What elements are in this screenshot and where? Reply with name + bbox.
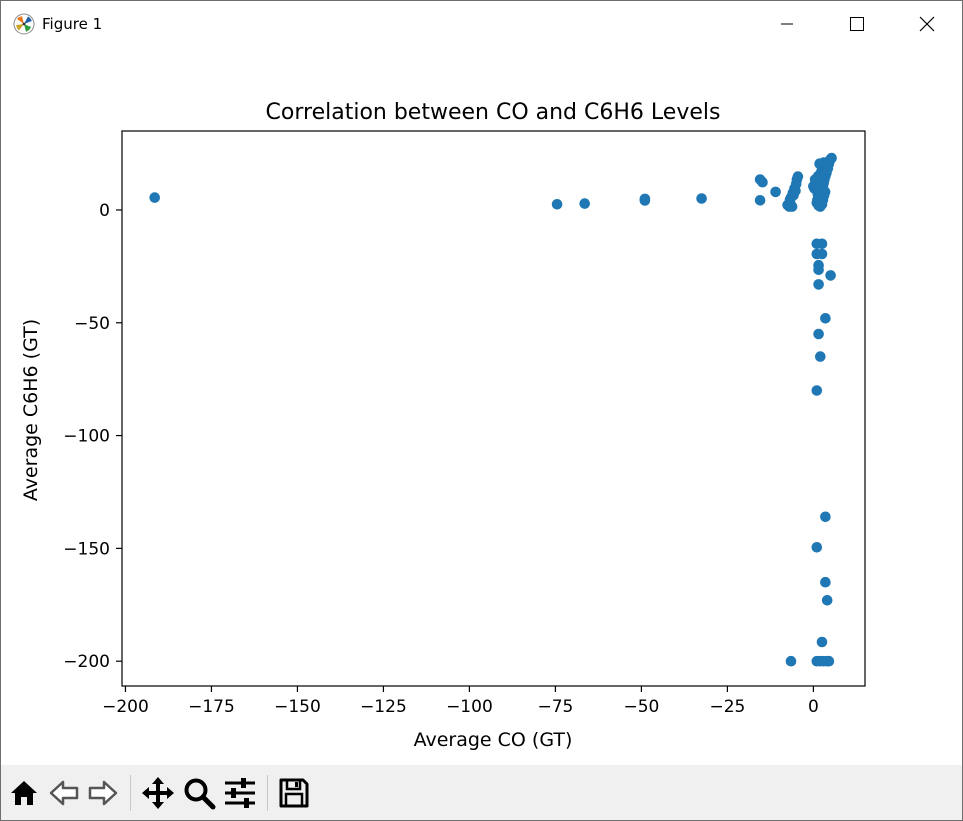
data-point	[696, 193, 707, 204]
data-point	[754, 195, 766, 206]
data-point	[826, 152, 837, 164]
x-tick-label: −150	[274, 697, 321, 717]
y-tick-label: 0	[99, 201, 110, 221]
data-point	[813, 264, 824, 276]
back-arrow-icon	[49, 780, 79, 806]
configure-subplots-button[interactable]	[222, 775, 258, 811]
x-tick-label: 0	[808, 697, 819, 717]
data-point	[816, 238, 828, 250]
close-button[interactable]	[892, 1, 962, 47]
y-axis-label: Average C6H6 (GT)	[20, 319, 42, 501]
data-point	[814, 158, 825, 169]
data-point	[790, 185, 801, 197]
data-point	[823, 655, 835, 667]
forward-arrow-icon	[88, 780, 118, 806]
data-point	[579, 198, 590, 209]
y-ticks: 0 −50 −100 −150 −200	[63, 201, 122, 672]
data-point	[815, 351, 826, 362]
x-tick-label: −75	[537, 697, 573, 717]
home-button[interactable]	[6, 775, 42, 811]
navigation-toolbar	[1, 765, 962, 820]
forward-button[interactable]	[85, 775, 121, 811]
subplots-config-icon	[225, 778, 255, 808]
data-point	[149, 192, 160, 203]
x-tick-label: −100	[446, 697, 493, 717]
x-tick-label: −175	[188, 697, 235, 717]
points-layer	[149, 152, 837, 667]
y-tick-label: −200	[63, 652, 110, 672]
x-tick-label: −25	[709, 697, 745, 717]
close-icon	[919, 16, 935, 32]
data-point	[551, 199, 563, 210]
x-tick-label: −125	[360, 697, 407, 717]
scatter-chart[interactable]: Correlation between CO and C6H6 Levels −…	[1, 47, 962, 765]
toolbar-separator	[267, 775, 268, 811]
x-tick-label: −200	[102, 697, 149, 717]
save-button[interactable]	[276, 775, 312, 811]
data-point	[816, 636, 828, 648]
data-point	[820, 313, 831, 324]
pan-move-icon	[142, 777, 174, 809]
data-point	[792, 171, 804, 182]
plot-area[interactable]: Correlation between CO and C6H6 Levels −…	[1, 47, 962, 765]
x-tick-label: −50	[623, 697, 659, 717]
back-button[interactable]	[46, 775, 82, 811]
data-point	[757, 176, 768, 188]
y-tick-label: −150	[63, 539, 110, 559]
data-point	[817, 194, 829, 206]
data-point	[813, 279, 824, 290]
matplotlib-logo-icon	[13, 13, 35, 35]
maximize-button[interactable]	[822, 1, 892, 47]
data-point	[820, 576, 831, 588]
maximize-icon	[850, 17, 864, 31]
data-point	[820, 511, 831, 523]
pan-button[interactable]	[140, 775, 176, 811]
x-axis-label: Average CO (GT)	[414, 729, 573, 751]
data-point	[770, 186, 781, 198]
title-bar[interactable]: Figure 1	[1, 1, 962, 47]
chart-title: Correlation between CO and C6H6 Levels	[266, 100, 721, 125]
data-point	[811, 542, 823, 553]
data-point	[816, 248, 828, 260]
axes-frame	[121, 130, 866, 687]
data-point	[639, 195, 651, 206]
data-point	[809, 174, 821, 185]
minimize-icon	[781, 23, 793, 25]
x-ticks: −200 −175 −150 −125 −100 −75 −50 −25 0	[102, 686, 819, 717]
window-title: Figure 1	[42, 15, 103, 33]
data-point	[785, 655, 797, 667]
zoom-button[interactable]	[181, 775, 217, 811]
data-point	[821, 595, 833, 606]
save-floppy-icon	[279, 778, 309, 808]
toolbar-separator	[130, 775, 131, 811]
minimize-button[interactable]	[752, 1, 822, 47]
data-point	[825, 270, 836, 281]
home-icon	[11, 781, 37, 805]
y-tick-label: −100	[63, 427, 110, 447]
data-point	[811, 385, 823, 396]
zoom-magnifier-icon	[184, 778, 216, 810]
y-tick-label: −50	[74, 314, 110, 334]
data-point	[813, 328, 824, 340]
